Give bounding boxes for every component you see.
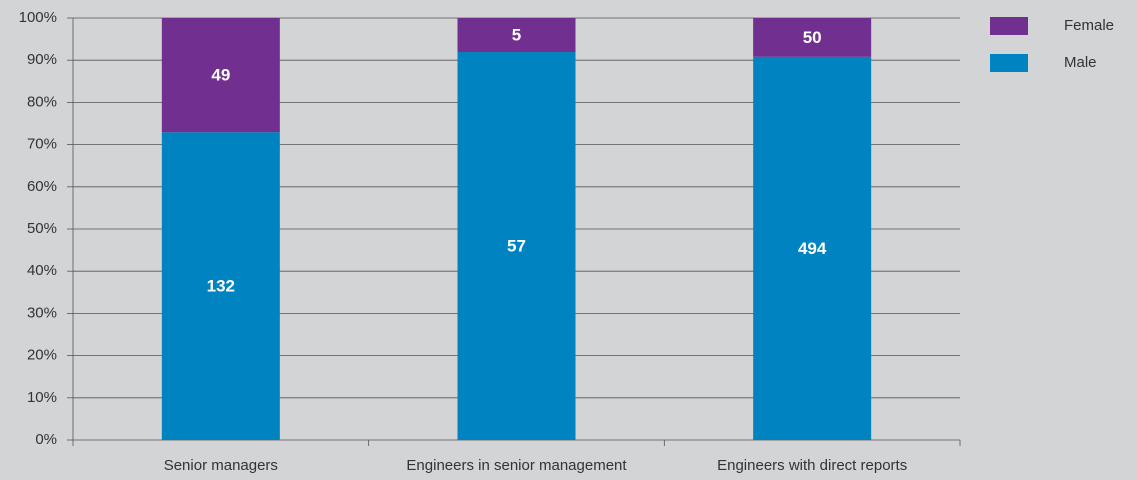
y-tick-label: 50%: [27, 220, 57, 237]
data-label: 5: [512, 26, 521, 45]
data-label: 132: [207, 277, 235, 296]
bar-segment: [161, 18, 280, 133]
legend-swatch: [990, 54, 1028, 72]
y-tick-label: 40%: [27, 262, 57, 279]
y-tick-label: 80%: [27, 93, 57, 110]
y-tick-label: 90%: [27, 51, 57, 68]
y-tick-label: 70%: [27, 136, 57, 153]
bar-segment: [753, 18, 872, 57]
y-tick-label: 30%: [27, 304, 57, 321]
y-tick-label: 100%: [19, 9, 57, 26]
data-label: 49: [211, 66, 230, 85]
bar-segment: [161, 132, 280, 440]
bar-segment: [457, 18, 576, 53]
y-tick-label: 20%: [27, 347, 57, 364]
legend-label: Female: [1064, 17, 1114, 34]
y-tick-label: 0%: [35, 431, 57, 448]
data-label: 57: [507, 237, 526, 256]
bar-segment: [457, 52, 576, 440]
y-tick-label: 10%: [27, 389, 57, 406]
bar-segment: [753, 56, 872, 440]
legend-swatch: [990, 17, 1028, 35]
y-tick-label: 60%: [27, 178, 57, 195]
data-label: 494: [798, 239, 827, 258]
x-tick-label: Engineers with direct reports: [717, 457, 907, 474]
x-tick-label: Engineers in senior management: [406, 457, 627, 474]
data-label: 50: [803, 28, 822, 47]
x-tick-label: Senior managers: [164, 457, 278, 474]
legend-label: Male: [1064, 54, 1097, 71]
